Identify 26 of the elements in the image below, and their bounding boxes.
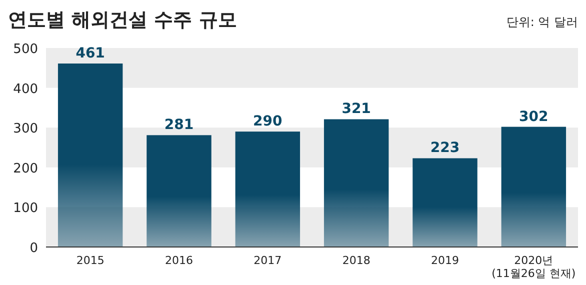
bar <box>412 158 478 247</box>
chart-title: 연도별 해외건설 수주 규모 <box>8 9 237 31</box>
y-tick-label: 0 <box>30 241 38 256</box>
bar <box>324 119 389 247</box>
data-label: 290 <box>253 114 283 130</box>
bar <box>146 135 212 247</box>
x-tick-label: 2019 <box>431 254 459 267</box>
x-tick-label: 2015 <box>76 254 104 267</box>
y-tick-label: 400 <box>13 82 38 97</box>
x-tick-label: 2018 <box>342 254 370 267</box>
data-label: 223 <box>430 140 460 156</box>
text: 단위: 억 달러 <box>506 15 578 29</box>
bar <box>235 132 300 247</box>
bar <box>501 126 566 247</box>
data-label: 302 <box>519 108 548 125</box>
y-tick-label: 300 <box>13 122 38 137</box>
data-label: 281 <box>164 117 194 134</box>
y-tick-label: 500 <box>13 42 38 57</box>
y-tick-label: 100 <box>13 201 38 216</box>
data-label: 461 <box>76 46 105 62</box>
x-tick-label: 2020년 (11월26일 현재) <box>492 254 576 280</box>
y-tick-label: 200 <box>13 161 38 176</box>
x-tick-label: 2017 <box>254 254 282 267</box>
x-tick-label: 2016 <box>165 254 193 267</box>
data-label: 321 <box>342 101 371 118</box>
bar <box>58 64 123 247</box>
